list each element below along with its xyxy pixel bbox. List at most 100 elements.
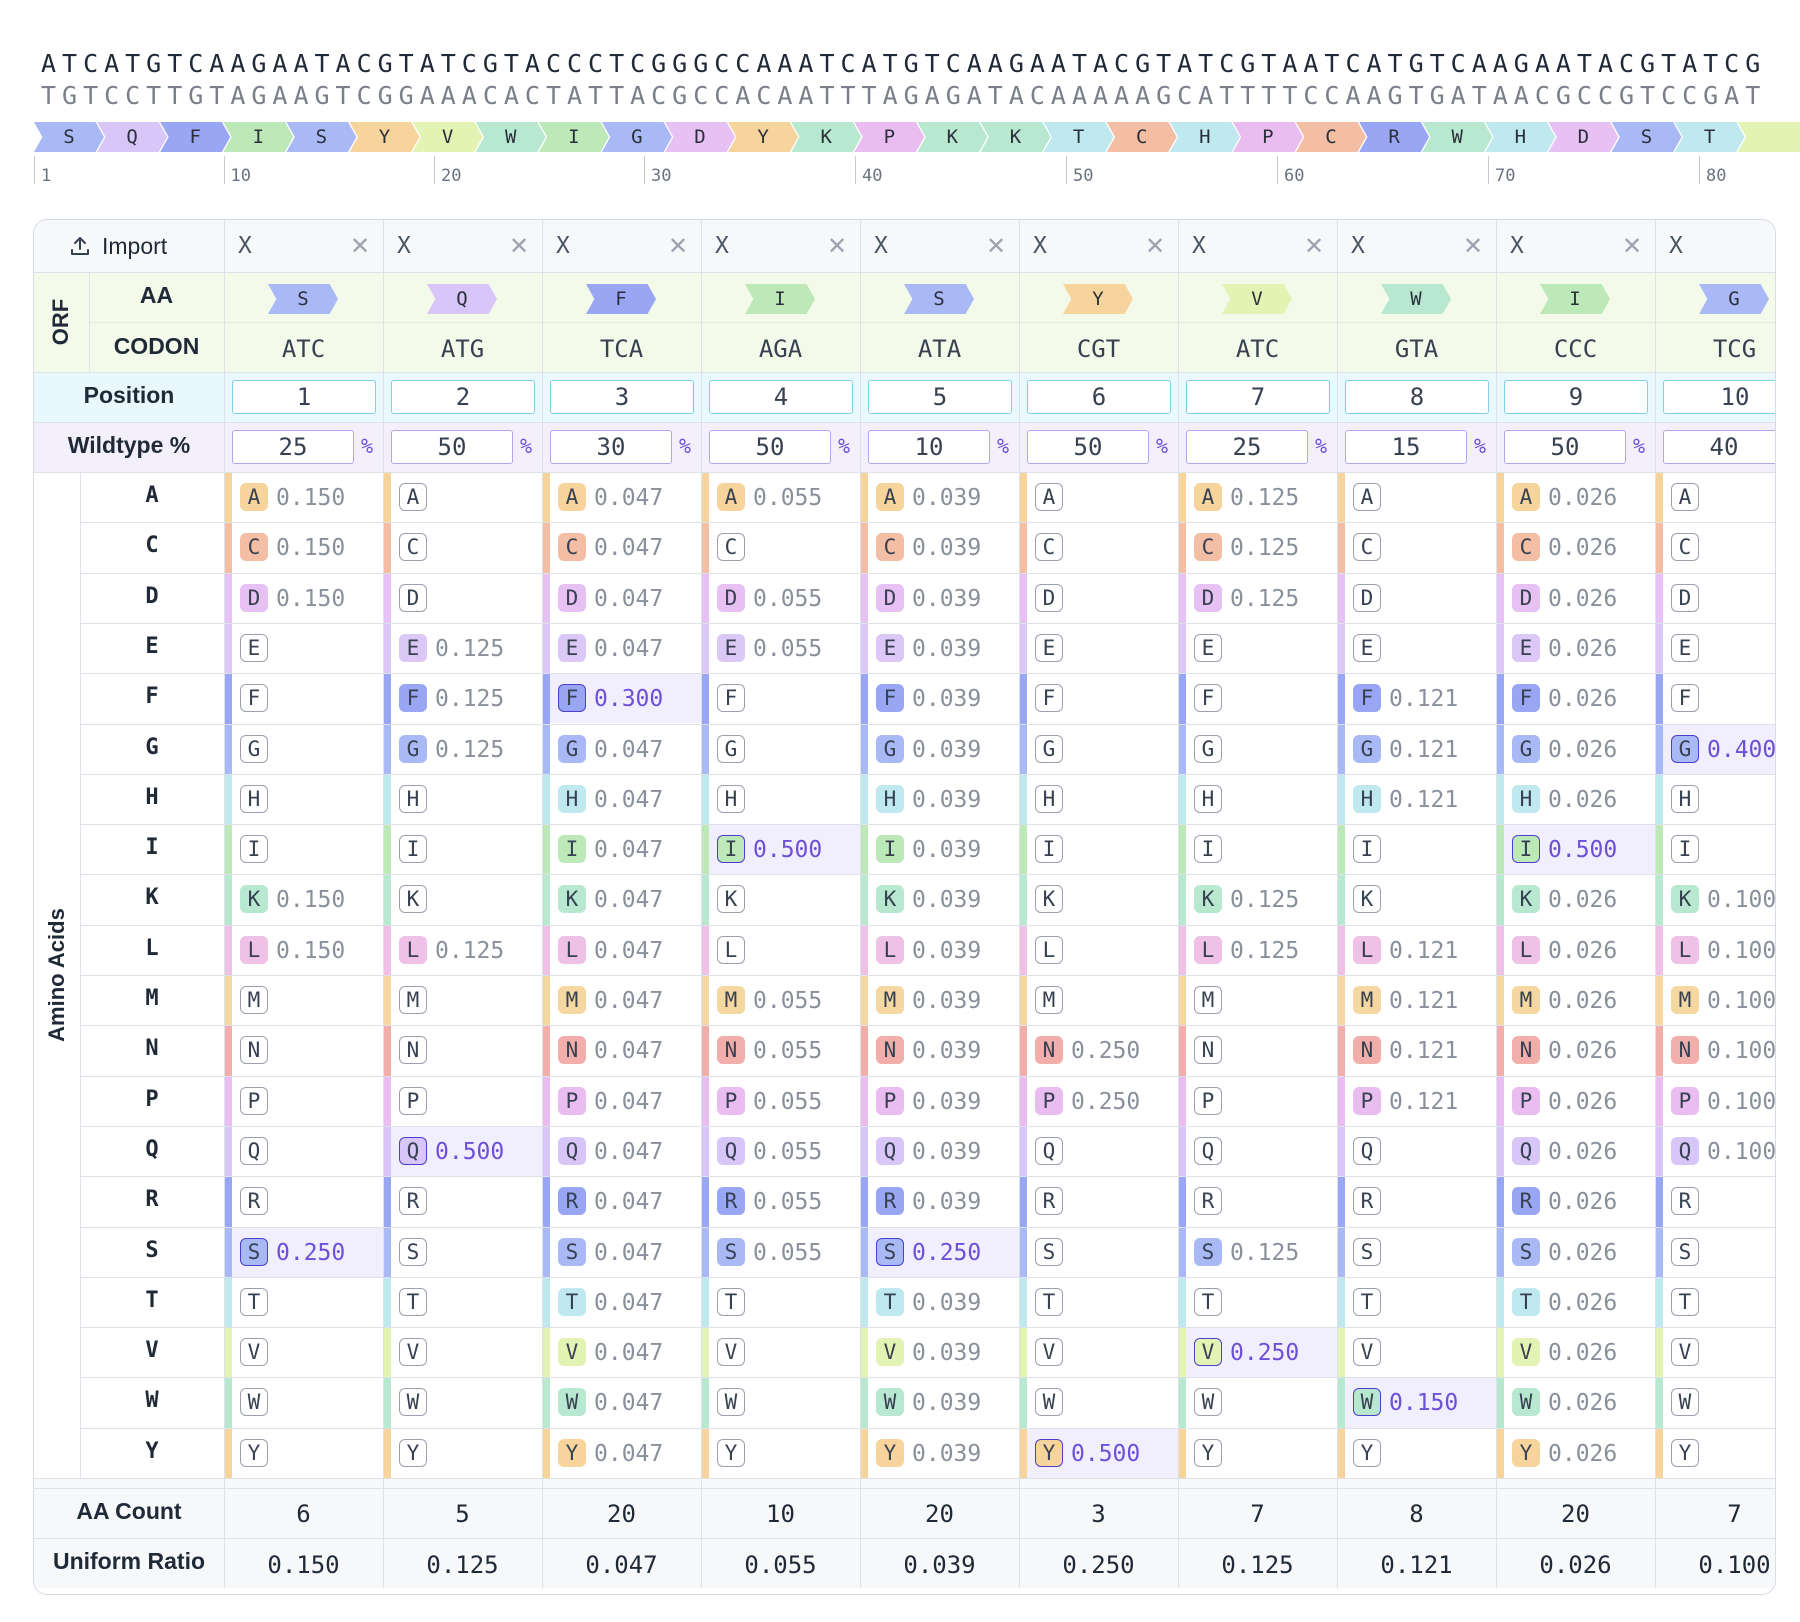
wildtype-input[interactable]: 50 — [1027, 430, 1149, 464]
aa-toggle[interactable]: K — [1194, 885, 1222, 914]
aa-toggle[interactable]: Y — [1671, 1438, 1699, 1467]
aa-toggle[interactable]: D — [240, 583, 268, 612]
translation-residue[interactable]: R — [1359, 122, 1430, 152]
aa-toggle[interactable]: I — [399, 835, 427, 864]
aa-toggle[interactable]: G — [876, 734, 904, 763]
aa-toggle[interactable]: S — [1671, 1237, 1699, 1266]
position-input[interactable]: 5 — [868, 380, 1012, 414]
aa-toggle[interactable]: E — [1353, 633, 1381, 662]
aa-toggle[interactable]: F — [1671, 684, 1699, 713]
aa-toggle[interactable]: E — [717, 633, 745, 662]
translation-residue[interactable]: H — [1485, 122, 1556, 152]
aa-toggle[interactable]: K — [1512, 885, 1540, 914]
aa-toggle[interactable]: T — [399, 1287, 427, 1316]
aa-toggle[interactable]: L — [717, 935, 745, 964]
translation-residue[interactable]: V — [412, 122, 483, 152]
translation-residue[interactable]: T — [1043, 122, 1114, 152]
aa-toggle[interactable]: Y — [240, 1438, 268, 1467]
aa-toggle[interactable]: D — [1512, 583, 1540, 612]
aa-toggle[interactable]: T — [1671, 1287, 1699, 1316]
translation-residue[interactable]: D — [665, 122, 735, 152]
aa-toggle[interactable]: M — [558, 986, 586, 1014]
aa-toggle[interactable]: H — [1353, 784, 1381, 813]
translation-residue[interactable]: K — [980, 122, 1051, 152]
aa-toggle[interactable]: N — [240, 1036, 268, 1065]
aa-toggle[interactable]: Y — [558, 1438, 586, 1467]
aa-toggle[interactable]: T — [558, 1287, 586, 1316]
aa-toggle[interactable]: F — [558, 684, 586, 713]
aa-toggle[interactable]: E — [1035, 633, 1063, 662]
aa-toggle[interactable]: L — [558, 935, 586, 964]
aa-toggle[interactable]: M — [1671, 986, 1699, 1014]
aa-toggle[interactable]: W — [558, 1388, 586, 1417]
aa-toggle[interactable]: Y — [1353, 1438, 1381, 1467]
aa-toggle[interactable]: V — [1671, 1338, 1699, 1367]
aa-toggle[interactable]: T — [240, 1287, 268, 1316]
aa-toggle[interactable]: C — [1353, 533, 1381, 562]
aa-toggle[interactable]: K — [1035, 885, 1063, 914]
aa-toggle[interactable]: T — [1353, 1287, 1381, 1316]
aa-toggle[interactable]: H — [1194, 784, 1222, 813]
aa-toggle[interactable]: A — [876, 483, 904, 511]
wildtype-input[interactable]: 50 — [1504, 430, 1626, 464]
aa-toggle[interactable]: G — [1512, 734, 1540, 763]
aa-toggle[interactable]: F — [1194, 684, 1222, 713]
aa-toggle[interactable]: N — [1194, 1036, 1222, 1065]
aa-toggle[interactable]: L — [399, 935, 427, 964]
aa-toggle[interactable]: C — [1512, 533, 1540, 562]
aa-toggle[interactable]: V — [240, 1338, 268, 1367]
translation-residue[interactable]: Y — [728, 122, 799, 152]
aa-toggle[interactable]: H — [1671, 784, 1699, 813]
import-button[interactable]: Import — [68, 230, 167, 262]
aa-toggle[interactable]: T — [717, 1287, 745, 1316]
aa-toggle[interactable]: C — [1194, 533, 1222, 562]
aa-toggle[interactable]: T — [1194, 1287, 1222, 1316]
position-input[interactable]: 8 — [1345, 380, 1489, 414]
wildtype-input[interactable]: 15 — [1345, 430, 1467, 464]
wildtype-input[interactable]: 40 — [1663, 430, 1775, 464]
aa-toggle[interactable]: H — [876, 784, 904, 813]
aa-toggle[interactable]: I — [1353, 835, 1381, 864]
position-input[interactable]: 2 — [391, 380, 535, 414]
aa-toggle[interactable]: Q — [1353, 1136, 1381, 1165]
aa-toggle[interactable]: N — [1512, 1036, 1540, 1065]
aa-toggle[interactable]: W — [1035, 1388, 1063, 1417]
translation-residue[interactable]: P — [1232, 122, 1303, 152]
aa-toggle[interactable]: K — [399, 885, 427, 914]
translation-residue[interactable]: K — [917, 122, 988, 152]
aa-toggle[interactable]: C — [876, 533, 904, 562]
aa-toggle[interactable]: N — [1035, 1036, 1063, 1065]
aa-toggle[interactable]: C — [1671, 533, 1699, 562]
aa-toggle[interactable]: S — [1353, 1237, 1381, 1266]
remove-column-button[interactable]: ✕ — [1463, 233, 1484, 260]
aa-toggle[interactable]: Y — [1512, 1438, 1540, 1467]
wildtype-input[interactable]: 25 — [232, 430, 354, 464]
aa-toggle[interactable]: E — [876, 633, 904, 662]
aa-toggle[interactable]: M — [399, 986, 427, 1014]
translation-residue[interactable]: S — [286, 122, 357, 152]
aa-toggle[interactable]: K — [876, 885, 904, 914]
aa-toggle[interactable]: N — [876, 1036, 904, 1065]
aa-toggle[interactable]: G — [1035, 734, 1063, 763]
aa-toggle[interactable]: F — [1353, 684, 1381, 713]
aa-toggle[interactable]: W — [876, 1388, 904, 1417]
aa-toggle[interactable]: W — [240, 1388, 268, 1417]
translation-residue[interactable]: I — [223, 122, 294, 152]
aa-toggle[interactable]: I — [1671, 835, 1699, 864]
aa-toggle[interactable]: Y — [717, 1438, 745, 1467]
aa-toggle[interactable]: L — [240, 935, 268, 964]
aa-toggle[interactable]: E — [240, 633, 268, 662]
aa-toggle[interactable]: H — [1512, 784, 1540, 813]
aa-toggle[interactable]: D — [399, 583, 427, 612]
aa-toggle[interactable]: N — [558, 1036, 586, 1065]
aa-toggle[interactable]: K — [240, 885, 268, 914]
wildtype-input[interactable]: 10 — [868, 430, 990, 464]
aa-toggle[interactable]: I — [1512, 835, 1540, 864]
aa-toggle[interactable]: H — [558, 784, 586, 813]
aa-toggle[interactable]: C — [1035, 533, 1063, 562]
aa-toggle[interactable]: N — [1353, 1036, 1381, 1065]
translation-residue[interactable]: P — [854, 122, 925, 152]
aa-toggle[interactable]: Y — [1194, 1438, 1222, 1467]
aa-toggle[interactable]: M — [1353, 986, 1381, 1014]
aa-toggle[interactable]: A — [1353, 483, 1381, 511]
